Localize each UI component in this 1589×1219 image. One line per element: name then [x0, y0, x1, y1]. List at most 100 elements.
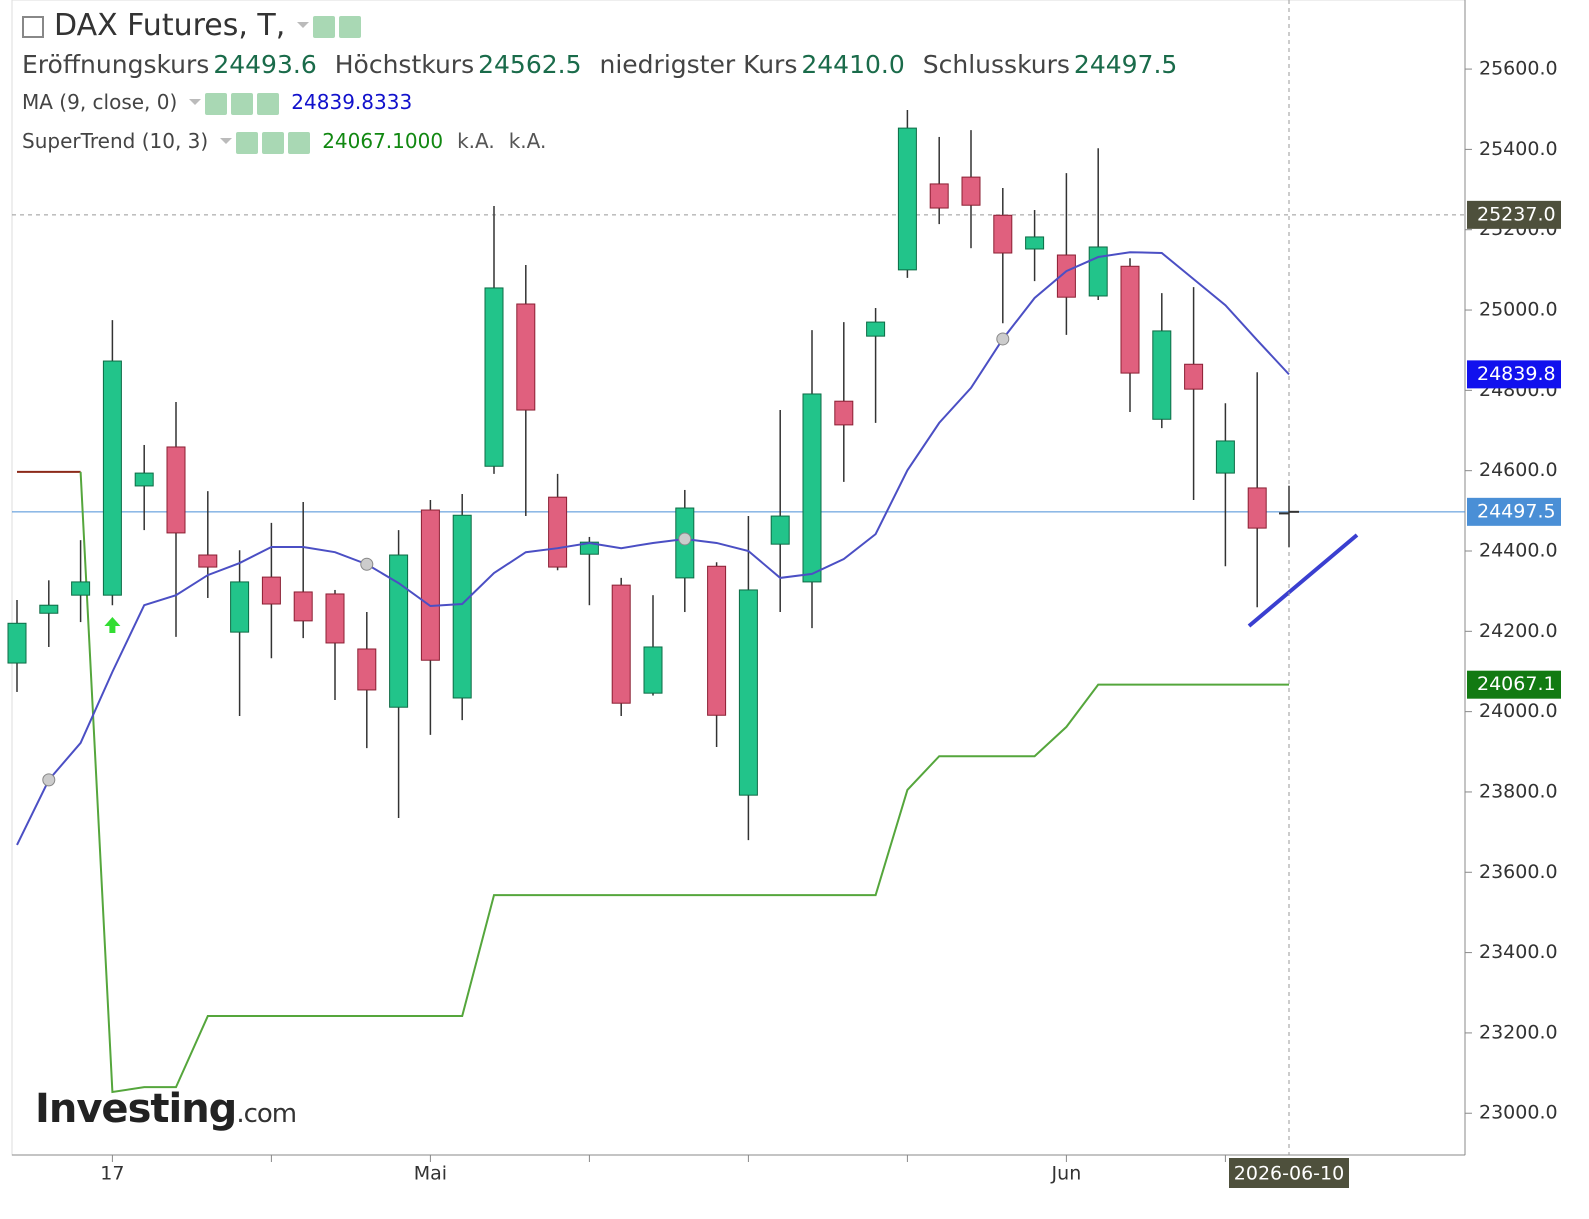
y-tick-label: 24600.0	[1479, 459, 1558, 481]
candle-body	[166, 446, 186, 534]
candle-body	[770, 515, 790, 545]
y-tick-label: 25400.0	[1479, 138, 1558, 160]
supertrend-extra: k.A.	[508, 129, 547, 153]
candle-body	[1215, 440, 1235, 474]
watermark-suffix: .com	[236, 1099, 297, 1129]
chart-layer	[7, 0, 1465, 1155]
y-tick-label: 23800.0	[1479, 780, 1558, 802]
price-tag-label: 24839.8	[1477, 363, 1556, 385]
supertrend-extra: k.A.	[457, 129, 495, 153]
collapse-icon[interactable]	[22, 15, 44, 38]
candle-body	[293, 591, 313, 622]
y-tick-label: 23000.0	[1479, 1102, 1558, 1124]
settings-icon[interactable]	[262, 131, 285, 154]
candle-body	[325, 593, 345, 644]
supertrend-up	[79, 471, 1289, 1094]
candle-body	[611, 584, 631, 704]
candle-body	[1056, 254, 1076, 298]
ma-marker	[996, 332, 1010, 346]
candle-body	[230, 581, 250, 633]
candle-body	[516, 303, 536, 411]
candle-body	[357, 648, 377, 691]
settings-icon[interactable]	[231, 92, 254, 115]
candle-body	[897, 127, 917, 271]
ohlc-value: 24493.6	[213, 50, 317, 79]
candle-body	[102, 360, 122, 596]
ma-marker	[42, 773, 56, 787]
candle-body	[420, 509, 440, 661]
candle-body	[1120, 265, 1140, 374]
candle-body	[198, 554, 218, 568]
supertrend-legend: SuperTrend (10, 3) 24067.1000 k.A. k.A.	[22, 129, 560, 154]
candle-body	[929, 183, 949, 209]
x-tick-label: Jun	[1051, 1163, 1082, 1185]
candle-body	[993, 214, 1013, 254]
ohlc-label: Eröffnungskurs	[22, 50, 210, 79]
candle-body	[389, 554, 409, 708]
ma-marker	[678, 532, 692, 546]
candle-body	[261, 576, 281, 605]
candle-body	[1088, 246, 1108, 297]
legend-title: DAX Futures, T,	[22, 8, 365, 43]
candle-body	[484, 287, 504, 467]
chart-title: DAX Futures, T,	[54, 8, 286, 43]
supertrend-value: 24067.1000	[322, 129, 444, 153]
dropdown[interactable]	[220, 138, 233, 144]
candle-body	[707, 565, 727, 716]
candle-body	[802, 393, 822, 583]
watermark: Investing.com	[35, 1086, 297, 1132]
trend-line	[1247, 533, 1359, 628]
candle-body	[738, 589, 758, 796]
y-tick-label: 23400.0	[1479, 941, 1558, 963]
settings-icon[interactable]	[339, 15, 362, 38]
ma-legend: MA (9, close, 0) 24839.8333	[22, 90, 416, 115]
candle-body	[134, 472, 154, 487]
y-tick-label: 24400.0	[1479, 539, 1558, 561]
visibility-icon[interactable]	[236, 131, 259, 154]
y-tick-label: 25000.0	[1479, 299, 1558, 321]
price-tag-label: 24067.1	[1477, 673, 1556, 695]
visibility-icon[interactable]	[313, 15, 336, 38]
ohlc-value: 24562.5	[478, 50, 582, 79]
candle-body	[866, 321, 886, 337]
x-tick-label: 17	[100, 1163, 124, 1185]
candle-body	[961, 176, 981, 206]
candle-body	[7, 622, 27, 664]
dropdown[interactable]	[189, 99, 202, 105]
ohlc-label: niedrigster Kurs	[599, 50, 798, 79]
ma-line	[16, 251, 1290, 846]
ma-name: MA (9, close, 0)	[22, 90, 178, 114]
x-crosshair-tag	[1229, 1158, 1349, 1188]
y-tick-label: 24000.0	[1479, 700, 1558, 722]
watermark-text: Investing	[35, 1086, 237, 1132]
price-tag-label: 24497.5	[1477, 500, 1556, 522]
ma-marker	[360, 557, 374, 571]
price-tag	[1467, 360, 1561, 389]
supertrend-name: SuperTrend (10, 3)	[22, 129, 209, 153]
dropdown[interactable]	[297, 22, 310, 28]
price-tag	[1467, 497, 1561, 526]
y-tick-label: 25600.0	[1479, 58, 1558, 80]
remove-icon[interactable]	[257, 92, 280, 115]
candle-body	[452, 514, 472, 699]
ohlc-value: 24410.0	[801, 50, 905, 79]
x-tick-label: Mai	[414, 1163, 447, 1185]
visibility-icon[interactable]	[205, 92, 228, 115]
signal-arrow	[104, 616, 121, 633]
remove-icon[interactable]	[288, 131, 311, 154]
ohlc-label: Höchstkurs	[334, 50, 475, 79]
y-tick-label: 24200.0	[1479, 620, 1558, 642]
plot-area	[11, 0, 1466, 1156]
candle-body	[1247, 487, 1267, 529]
candle-body	[1184, 363, 1204, 390]
candle-body	[548, 496, 568, 568]
ohlc-label: Schlusskurs	[922, 50, 1070, 79]
ohlc-legend: Eröffnungskurs 24493.6 Höchstkurs 24562.5 ni…	[22, 50, 1195, 79]
candle-body	[834, 400, 854, 426]
candle-body	[643, 646, 663, 694]
price-tag	[1467, 200, 1561, 229]
price-tag-label: 25237.0	[1477, 203, 1556, 225]
candle-body	[1025, 236, 1045, 250]
